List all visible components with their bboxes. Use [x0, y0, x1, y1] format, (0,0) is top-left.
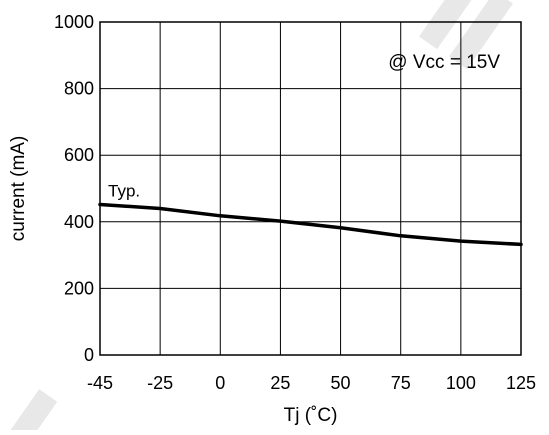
x-tick-label: -25: [147, 373, 173, 393]
y-axis-label: current (mA): [8, 136, 29, 242]
watermark-stroke: [419, 0, 483, 50]
y-tick-label: 1000: [54, 12, 94, 32]
y-tick-label: 800: [64, 79, 94, 99]
series-group: Typ.: [98, 181, 523, 247]
watermark: [4, 0, 513, 435]
y-tick-label: 200: [64, 278, 94, 298]
y-axis-ticks: 0 200 400 600 800 1000: [54, 12, 94, 365]
y-tick-label: 600: [64, 145, 94, 165]
y-tick-label: 400: [64, 212, 94, 232]
condition-annotation: @ Vcc = 15V: [388, 52, 500, 73]
y-tick-label: 0: [84, 345, 94, 365]
x-tick-label: 25: [270, 373, 290, 393]
x-tick-label: -45: [87, 373, 113, 393]
x-tick-label: 0: [215, 373, 225, 393]
series-label-typ: Typ.: [108, 181, 140, 200]
x-tick-label: 100: [446, 373, 476, 393]
plot-area: [99, 21, 522, 356]
watermark-stroke: [4, 389, 58, 435]
series-line-typ: [98, 202, 523, 247]
x-axis-label: Tj (˚C): [284, 405, 338, 426]
watermark-stroke: [449, 0, 513, 70]
x-tick-label: 75: [391, 373, 411, 393]
x-tick-label: 125: [506, 373, 536, 393]
x-tick-label: 50: [331, 373, 351, 393]
x-axis-ticks: -45 -25 0 25 50 75 100 125: [87, 373, 536, 393]
